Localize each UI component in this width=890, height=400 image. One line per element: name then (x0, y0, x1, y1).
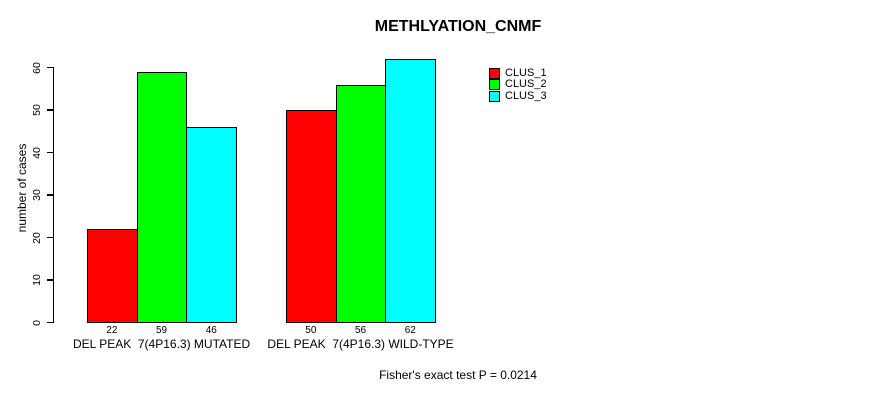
legend-swatch (489, 68, 500, 80)
legend-item: CLUS_3 (489, 89, 547, 102)
x-axis-group-label: DEL PEAK 7(4P16.3) WILD-TYPE (267, 336, 454, 351)
legend-label: CLUS_2 (505, 78, 547, 91)
legend-label: CLUS_3 (505, 89, 547, 102)
bar-value-label: 50 (305, 325, 317, 336)
y-axis-tick-label: 20 (30, 231, 43, 244)
y-axis-tick-label: 0 (30, 319, 43, 326)
y-axis-tick (46, 151, 54, 154)
legend-swatch (489, 79, 500, 91)
y-axis-tick-label: 30 (30, 189, 43, 201)
bar-value-label: 62 (404, 325, 416, 336)
y-axis-tick (46, 66, 54, 69)
y-axis-title: number of cases (15, 143, 29, 233)
bar-value-label: 22 (106, 325, 118, 336)
legend-swatch (489, 90, 500, 102)
legend: CLUS_1 CLUS_2 CLUS_3 (489, 68, 547, 102)
y-axis-tick-label: 50 (30, 104, 43, 116)
x-axis-group-label: DEL PEAK 7(4P16.3) MUTATED (72, 336, 251, 351)
bar-value-label: 46 (205, 325, 217, 336)
bar-clus_2-group1 (136, 71, 188, 323)
bar-value-label: 59 (155, 325, 168, 336)
legend-item: CLUS_1 (489, 67, 547, 80)
y-axis-tick (46, 236, 54, 239)
legend-item: CLUS_2 (489, 78, 547, 91)
bar-clus_1-group2 (286, 110, 337, 323)
chart-title: METHLYATION_CNMF (374, 18, 542, 35)
bar-clus_3-group1 (186, 127, 238, 323)
y-axis-tick (46, 279, 54, 281)
legend-label: CLUS_1 (505, 67, 547, 80)
bar-clus_1-group1 (87, 229, 138, 323)
bar-clus_2-group2 (335, 84, 387, 323)
bar-value-label: 56 (354, 325, 367, 336)
y-axis-tick-label: 10 (30, 274, 43, 286)
y-axis-tick-label: 60 (30, 61, 43, 74)
y-axis-tick (46, 321, 54, 324)
bar-clus_3-group2 (385, 59, 437, 323)
y-axis-tick (46, 194, 54, 196)
y-axis-tick-label: 40 (30, 146, 43, 159)
fisher-test-note: Fisher's exact test P = 0.0214 (379, 367, 537, 382)
y-axis-tick (46, 109, 54, 111)
